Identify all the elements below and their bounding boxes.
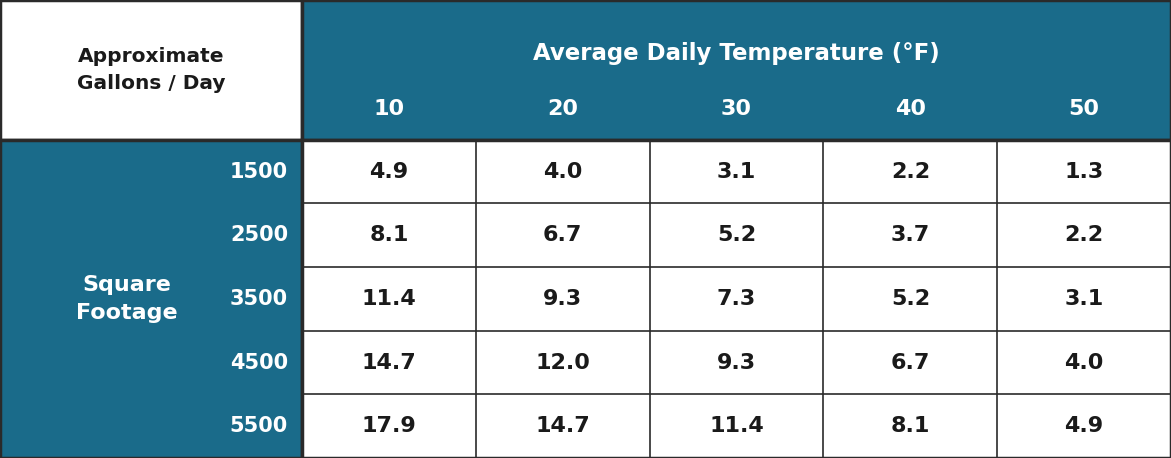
Text: 5.2: 5.2 — [717, 225, 756, 245]
Text: 11.4: 11.4 — [362, 289, 417, 309]
Bar — [0, 140, 302, 458]
Text: 5500: 5500 — [230, 416, 288, 436]
Text: 7.3: 7.3 — [717, 289, 756, 309]
Text: 4.0: 4.0 — [1064, 353, 1104, 372]
Text: 4.0: 4.0 — [543, 162, 582, 181]
Text: 2.2: 2.2 — [1064, 225, 1104, 245]
Text: 6.7: 6.7 — [543, 225, 582, 245]
Text: 4500: 4500 — [230, 353, 288, 372]
Text: 17.9: 17.9 — [362, 416, 417, 436]
Text: 6.7: 6.7 — [891, 353, 930, 372]
Text: Average Daily Temperature (°F): Average Daily Temperature (°F) — [533, 42, 940, 65]
Bar — [0, 0, 302, 140]
Text: 4.9: 4.9 — [369, 162, 409, 181]
Text: 9.3: 9.3 — [543, 289, 582, 309]
Text: 50: 50 — [1069, 99, 1100, 119]
Text: 2500: 2500 — [230, 225, 288, 245]
Text: 5.2: 5.2 — [891, 289, 930, 309]
Text: Square
Footage: Square Footage — [76, 275, 178, 323]
Text: 30: 30 — [721, 99, 752, 119]
Text: 14.7: 14.7 — [362, 353, 417, 372]
Text: 11.4: 11.4 — [710, 416, 763, 436]
Text: 9.3: 9.3 — [717, 353, 756, 372]
Bar — [302, 140, 1171, 458]
Text: 40: 40 — [895, 99, 926, 119]
Text: 1.3: 1.3 — [1064, 162, 1104, 181]
Text: 3.1: 3.1 — [1064, 289, 1104, 309]
Text: 3500: 3500 — [230, 289, 288, 309]
Text: 3.7: 3.7 — [891, 225, 930, 245]
Bar — [302, 0, 1171, 140]
Text: 8.1: 8.1 — [891, 416, 930, 436]
Text: 14.7: 14.7 — [535, 416, 590, 436]
Text: 12.0: 12.0 — [535, 353, 590, 372]
Text: 3.1: 3.1 — [717, 162, 756, 181]
Text: Approximate
Gallons / Day: Approximate Gallons / Day — [77, 47, 225, 93]
Text: 10: 10 — [374, 99, 404, 119]
Text: 4.9: 4.9 — [1064, 416, 1104, 436]
Text: 2.2: 2.2 — [891, 162, 930, 181]
Text: 20: 20 — [547, 99, 578, 119]
Text: 1500: 1500 — [230, 162, 288, 181]
Text: 8.1: 8.1 — [369, 225, 409, 245]
